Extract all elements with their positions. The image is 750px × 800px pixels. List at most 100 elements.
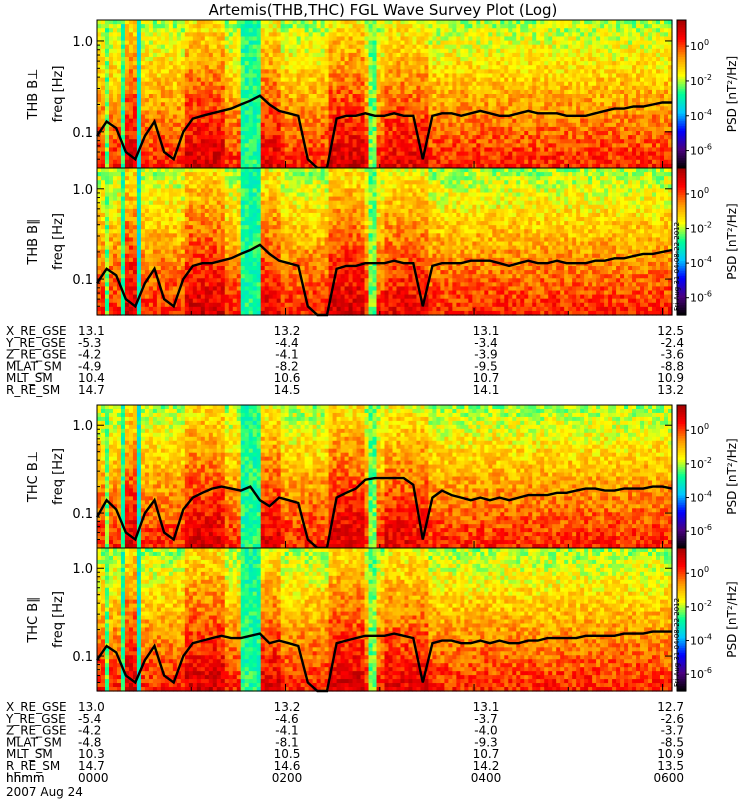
ephemeris-value: 14.7 bbox=[78, 759, 105, 773]
spectrogram-panel-thc-perp: 1.0 0.1 THC B⊥ freq [Hz] 100 10-2 10-4 10-6 PSD … bbox=[26, 404, 739, 550]
ephemeris-value: 13.5 bbox=[657, 759, 684, 773]
ephemeris-value: -4.1 bbox=[275, 348, 298, 362]
colorbar-tick-label: 100 bbox=[690, 422, 709, 437]
colorbar-tick-label: 10-6 bbox=[690, 523, 712, 538]
ephemeris-value: -3.6 bbox=[661, 348, 684, 362]
ephemeris-value: 0400 bbox=[471, 771, 502, 785]
ephemeris-value: 10.9 bbox=[657, 371, 684, 385]
ephemeris-row-label: Y_RE_GSE bbox=[5, 712, 66, 726]
frequency-trace bbox=[95, 476, 673, 550]
y-tick-label: 1.0 bbox=[72, 183, 93, 198]
ephemeris-value: 10.9 bbox=[657, 747, 684, 761]
ephemeris-value: -2.4 bbox=[661, 336, 684, 350]
ephemeris-value: 14.7 bbox=[78, 383, 105, 397]
y-axis-unit-label: freq [Hz] bbox=[51, 448, 66, 505]
colorbar: 100 10-2 10-4 10-6 PSD [nT²/Hz] bbox=[676, 547, 739, 692]
ephemeris-value: -8.8 bbox=[661, 359, 684, 373]
ephemeris-value: 13.2 bbox=[657, 383, 684, 397]
ephemeris-value: -8.5 bbox=[661, 735, 684, 749]
ephemeris-row-label: MLT_SM bbox=[6, 747, 53, 761]
ephemeris-value: -3.7 bbox=[474, 712, 497, 726]
ephemeris-value: -4.0 bbox=[474, 724, 497, 738]
colorbar-tick-label: 100 bbox=[690, 565, 709, 580]
colorbar-tick-label: 10-6 bbox=[690, 143, 712, 158]
colorbar-tick-label: 10-2 bbox=[690, 221, 712, 236]
spectrogram-cells bbox=[97, 405, 673, 549]
ephemeris-value: -4.6 bbox=[275, 712, 298, 726]
colorbar-label: PSD [nT²/Hz] bbox=[725, 56, 739, 132]
ephemeris-value: 14.1 bbox=[473, 383, 500, 397]
ephemeris-block: X_RE_GSE 13.1 13.2 13.1 12.5 Y_RE_GSE -5.3 -4.4… bbox=[5, 324, 684, 785]
ephemeris-value: -9.3 bbox=[474, 735, 497, 749]
ephemeris-value: -8.2 bbox=[275, 359, 298, 373]
ephemeris-value: -4.2 bbox=[78, 348, 101, 362]
colorbar-tick-label: 10-2 bbox=[690, 456, 712, 471]
colorbar-tick-label: 10-4 bbox=[690, 255, 712, 270]
ephemeris-value: 10.6 bbox=[274, 371, 301, 385]
ephemeris-row-label: MLAT_SM bbox=[6, 735, 62, 749]
ephemeris-row-label: X_RE_GSE bbox=[6, 324, 67, 338]
y-axis-probe-label: THC B⊥ bbox=[26, 451, 41, 503]
ephemeris-value: 13.1 bbox=[78, 324, 105, 338]
ephemeris-value: 0000 bbox=[78, 771, 109, 785]
ephemeris-value: 0200 bbox=[272, 771, 303, 785]
ephemeris-value: -3.7 bbox=[661, 724, 684, 738]
ephemeris-value: 14.5 bbox=[274, 383, 301, 397]
y-axis-probe-label: THC B∥ bbox=[26, 596, 41, 643]
colorbar-tick-label: 10-4 bbox=[690, 633, 712, 648]
colorbar-tick-label: 10-2 bbox=[690, 599, 712, 614]
ephemeris-row-label: Z_RE_GSE bbox=[6, 724, 67, 738]
frequency-trace bbox=[96, 243, 673, 317]
spectrogram-cells bbox=[97, 168, 673, 316]
ephemeris-value: -5.3 bbox=[78, 336, 101, 350]
ephemeris-value: 13.2 bbox=[274, 324, 301, 338]
ephemeris-value: 10.7 bbox=[473, 371, 500, 385]
ephemeris-value: -4.9 bbox=[78, 359, 101, 373]
ephemeris-value: -4.4 bbox=[275, 336, 298, 350]
y-tick-label: 0.1 bbox=[72, 126, 93, 141]
colorbar-tick-label: 10-6 bbox=[690, 666, 712, 681]
ephemeris-value: 14.2 bbox=[473, 759, 500, 773]
ephemeris-value: 13.1 bbox=[473, 700, 500, 714]
colorbar: 100 10-2 10-4 10-6 PSD [nT²/Hz] bbox=[676, 167, 739, 316]
ephemeris-value: 13.2 bbox=[274, 700, 301, 714]
y-tick-label: 1.0 bbox=[72, 35, 93, 50]
frequency-trace bbox=[96, 630, 672, 693]
ephemeris-row-label: R_RE_SM bbox=[6, 383, 60, 397]
colorbar-tick-label: 10-4 bbox=[690, 108, 712, 123]
ephemeris-value: 10.3 bbox=[78, 747, 105, 761]
colorbar: 100 10-2 10-4 10-6 PSD [nT²/Hz] bbox=[676, 404, 739, 549]
ephemeris-value: 13.0 bbox=[78, 700, 105, 714]
spectrogram-cells bbox=[97, 548, 673, 692]
colorbar-label: PSD [nT²/Hz] bbox=[725, 581, 739, 657]
panel-frame bbox=[96, 167, 673, 316]
plot-timestamp: Fri Aug 31 04:08:22 2012 bbox=[673, 222, 681, 311]
ephemeris-thc: X_RE_GSE 13.0 13.2 13.1 12.7 Y_RE_GSE -5.4 -4.6… bbox=[5, 700, 684, 785]
ephemeris-value: 12.5 bbox=[657, 324, 684, 338]
y-tick-label: 0.1 bbox=[72, 650, 93, 665]
ephemeris-value: 13.1 bbox=[473, 324, 500, 338]
spectrogram-panel-thb-perp: 1.0 0.1 THB B⊥ freq [Hz] 100 10-2 10-4 10-6 PSD … bbox=[26, 19, 739, 170]
ephemeris-value: -3.4 bbox=[474, 336, 497, 350]
ephemeris-value: -5.4 bbox=[78, 712, 101, 726]
colorbar-tick-label: 10-6 bbox=[690, 290, 712, 305]
colorbar-tick-label: 100 bbox=[690, 186, 709, 201]
chart-title: Artemis(THB,THC) FGL Wave Survey Plot (L… bbox=[209, 1, 558, 19]
date-label: 2007 Aug 24 bbox=[6, 785, 83, 799]
ephemeris-value: 12.7 bbox=[657, 700, 684, 714]
ephemeris-row-label: R_RE_SM bbox=[6, 759, 60, 773]
plot-timestamp: Fri Aug 31 04:08:22 2012 bbox=[673, 598, 681, 687]
y-tick-label: 0.1 bbox=[72, 273, 93, 288]
ephemeris-value: -2.6 bbox=[661, 712, 684, 726]
ephemeris-value: -4.2 bbox=[78, 724, 101, 738]
y-axis-probe-label: THB B∥ bbox=[26, 218, 41, 265]
y-tick-label: 1.0 bbox=[72, 419, 93, 434]
ephemeris-row-label: Z_RE_GSE bbox=[6, 348, 67, 362]
ephemeris-value: 10.7 bbox=[473, 747, 500, 761]
ephemeris-value: 0600 bbox=[653, 771, 684, 785]
ephemeris-value: -4.1 bbox=[275, 724, 298, 738]
spectrogram-cells bbox=[97, 20, 673, 169]
ephemeris-value: 10.4 bbox=[78, 371, 105, 385]
ephemeris-row-label: X_RE_GSE bbox=[6, 700, 67, 714]
ephemeris-value: 10.5 bbox=[274, 747, 301, 761]
